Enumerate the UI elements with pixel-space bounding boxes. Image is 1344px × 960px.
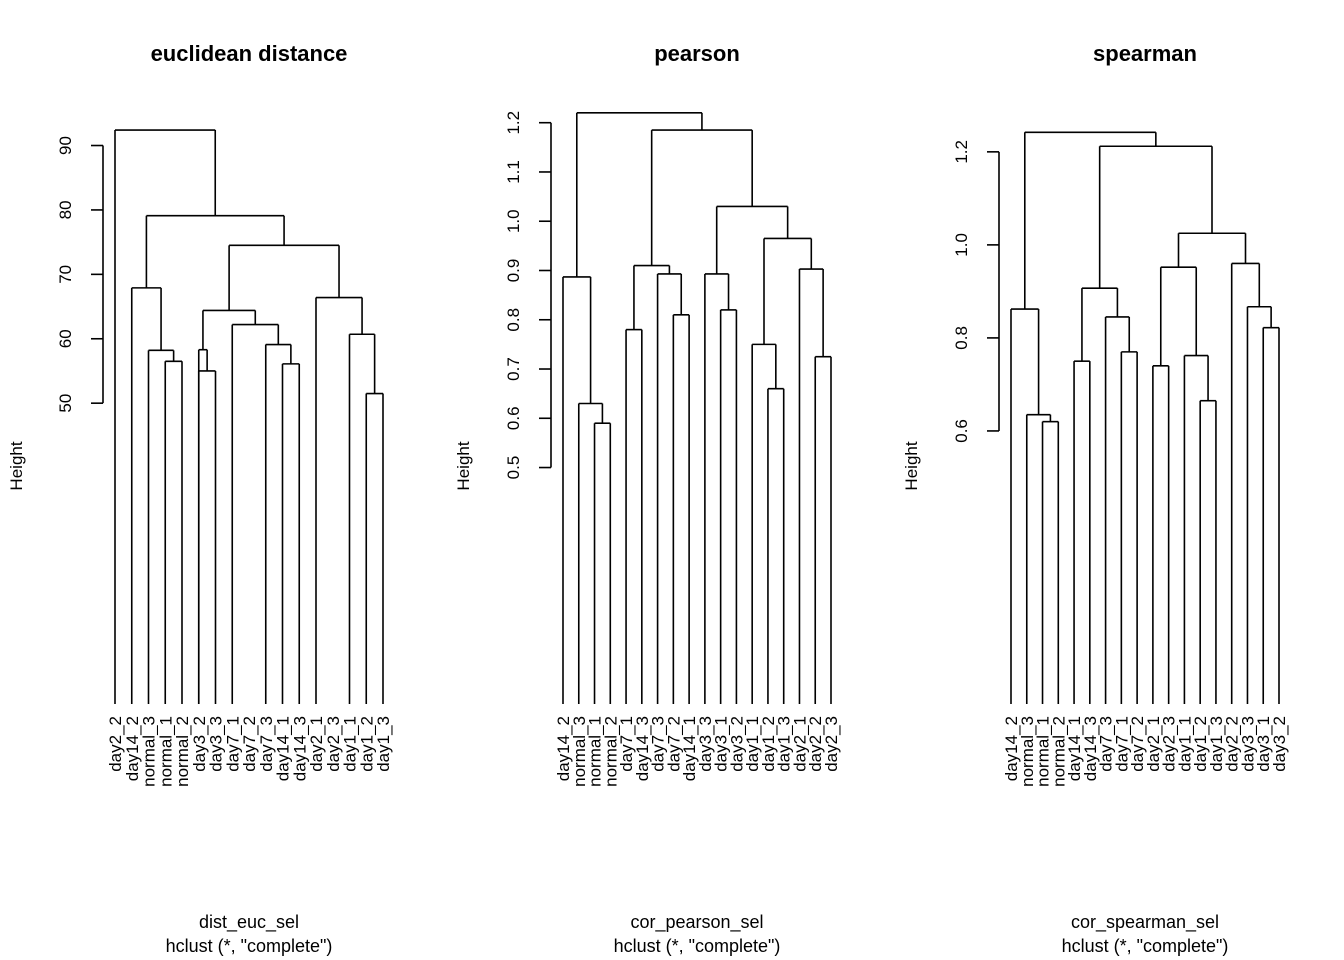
y-tick-label: 70 [56, 265, 75, 284]
y-tick-label: 0.8 [952, 326, 971, 350]
y-tick-label: 0.8 [504, 308, 523, 332]
x-axis-sub-label: hclust (*, "complete") [614, 936, 781, 956]
y-tick-label: 1.1 [504, 160, 523, 184]
x-axis-sub-label: hclust (*, "complete") [166, 936, 333, 956]
y-tick-label: 0.9 [504, 259, 523, 283]
x-axis-sub-label: cor_spearman_sel [1071, 912, 1219, 933]
leaf-label: day3_2 [1270, 716, 1289, 772]
leaf-label: day1_3 [374, 716, 393, 772]
y-tick-label: 1.2 [504, 111, 523, 135]
y-tick-label: 1.2 [952, 140, 971, 164]
y-tick-label: 0.6 [504, 406, 523, 430]
x-axis-sub-label: cor_pearson_sel [630, 912, 763, 933]
y-tick-label: 50 [56, 394, 75, 413]
leaf-label: day2_3 [822, 716, 841, 772]
y-axis-label: Height [454, 441, 473, 490]
y-axis-label: Height [902, 441, 921, 490]
y-tick-label: 60 [56, 329, 75, 348]
chart-title: euclidean distance [151, 41, 348, 66]
y-axis-label: Height [7, 441, 26, 490]
y-tick-label: 90 [56, 136, 75, 155]
y-tick-label: 1.0 [504, 209, 523, 233]
x-axis-sub-label: dist_euc_sel [199, 912, 299, 933]
dendrogram-panel-1: euclidean distance Height dist_euc_selhclu… [7, 41, 393, 956]
y-tick-label: 1.0 [952, 233, 971, 257]
y-tick-label: 0.7 [504, 357, 523, 381]
y-tick-label: 80 [56, 200, 75, 219]
x-axis-sub-label: hclust (*, "complete") [1062, 936, 1229, 956]
chart-title: spearman [1093, 41, 1197, 66]
y-tick-label: 0.6 [952, 419, 971, 443]
chart-title: pearson [654, 41, 740, 66]
y-tick-label: 0.5 [504, 456, 523, 480]
